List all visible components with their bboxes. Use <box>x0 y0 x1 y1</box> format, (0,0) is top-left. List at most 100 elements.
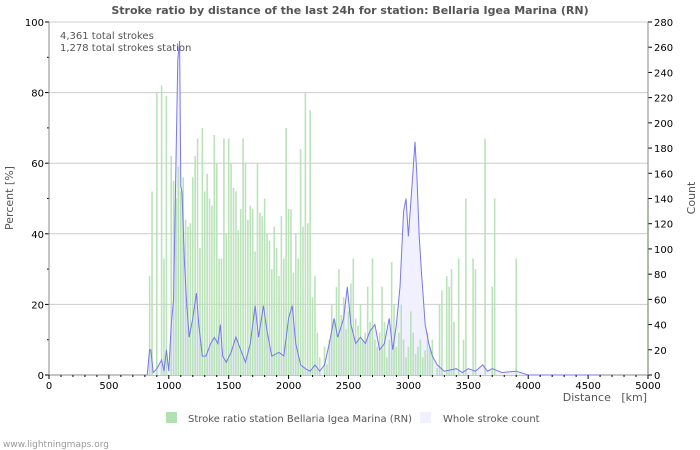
ratio-bar <box>402 339 405 375</box>
y2-tick-label: 80 <box>654 270 667 281</box>
ratio-bar <box>304 92 307 375</box>
x-tick-label: 2500 <box>336 381 361 392</box>
ratio-bar <box>211 205 213 375</box>
ratio-bar <box>182 177 184 375</box>
ratio-bar <box>326 364 328 375</box>
ratio-bar <box>290 209 292 375</box>
ratio-bar <box>203 191 206 375</box>
ratio-bar <box>227 138 230 375</box>
y2-axis-label: Count <box>685 181 698 214</box>
ratio-bar <box>448 286 450 375</box>
ratio-bar <box>474 269 477 375</box>
ratio-bar <box>431 339 434 375</box>
ratio-bar <box>338 269 340 375</box>
y-tick-label: 80 <box>31 89 44 100</box>
ratio-bar <box>225 233 228 375</box>
ratio-bar <box>309 110 311 375</box>
ratio-bar <box>383 322 386 375</box>
x-tick-label: 0 <box>46 381 52 392</box>
ratio-bar <box>156 92 158 375</box>
ratio-bar <box>445 276 448 375</box>
ratio-bar <box>177 166 180 375</box>
ratio-bar <box>407 346 410 375</box>
ratio-bar <box>314 276 316 375</box>
ratio-bar <box>386 357 388 375</box>
ratio-bar <box>218 258 220 375</box>
ratio-bar <box>235 191 237 375</box>
legend-swatch-count <box>420 412 431 423</box>
ratio-bar <box>400 304 403 375</box>
legend-label-count: Whole stroke count <box>443 414 540 425</box>
y-tick-label: 40 <box>31 230 44 241</box>
ratio-bar <box>160 85 163 375</box>
ratio-bar <box>280 216 283 375</box>
ratio-bar <box>256 163 259 375</box>
ratio-bar <box>354 318 357 375</box>
y2-tick-label: 60 <box>654 295 667 306</box>
ratio-bar <box>515 258 518 375</box>
ratio-bar <box>362 339 364 375</box>
y2-tick-label: 160 <box>654 169 673 180</box>
ratio-bar <box>472 258 474 375</box>
y2-tick-label: 280 <box>654 18 673 29</box>
ratio-bar <box>352 258 355 375</box>
ratio-bar <box>275 247 278 375</box>
ratio-bar <box>441 290 443 375</box>
ratio-bar <box>484 138 486 375</box>
footer-link[interactable]: www.lightningmaps.org <box>3 440 109 450</box>
y2-tick-label: 140 <box>654 195 673 206</box>
ratio-bar <box>493 198 496 375</box>
ratio-bar <box>421 357 424 375</box>
ratio-bar <box>350 283 352 375</box>
ratio-bar <box>285 127 288 376</box>
ratio-bar <box>199 247 201 375</box>
ratio-bar <box>333 322 335 375</box>
annotation-station-strokes: 1,278 total strokes station <box>60 43 191 54</box>
legend-label-ratio: Stroke ratio station Bellaria Igea Marin… <box>188 414 412 425</box>
ratio-bar <box>163 258 165 375</box>
y-tick-label: 100 <box>25 18 44 29</box>
ratio-bar <box>414 353 417 375</box>
ratio-bar <box>328 339 331 375</box>
ratio-bar <box>232 187 235 375</box>
ratio-bar <box>429 346 431 375</box>
ratio-bar <box>378 332 381 375</box>
ratio-bar <box>196 138 199 375</box>
ratio-bar <box>395 346 398 375</box>
ratio-bar <box>342 297 345 375</box>
ratio-bar <box>374 339 376 375</box>
y2-tick-label: 220 <box>654 94 673 105</box>
ratio-bar <box>292 272 295 375</box>
ratio-bar <box>268 240 271 375</box>
ratio-bar <box>453 322 455 375</box>
y2-tick-label: 200 <box>654 119 673 130</box>
ratio-bar <box>165 96 168 375</box>
ratio-bar <box>215 163 218 375</box>
ratio-bar <box>278 276 280 375</box>
ratio-bar <box>381 286 383 375</box>
ratio-bar <box>405 357 407 375</box>
count-area <box>147 40 601 376</box>
ratio-bar <box>450 269 453 375</box>
ratio-bar <box>359 304 362 375</box>
x-tick-label: 4000 <box>515 381 540 392</box>
ratio-bar <box>340 314 343 375</box>
y2-tick-label: 260 <box>654 43 673 54</box>
ratio-bar <box>184 219 187 375</box>
y2-tick-label: 20 <box>654 346 667 357</box>
x-tick-label: 1000 <box>156 381 181 392</box>
ratio-bar <box>316 332 319 375</box>
ratio-bar <box>230 163 232 375</box>
y-tick-label: 20 <box>31 300 44 311</box>
y-tick-label: 60 <box>31 159 44 170</box>
ratio-bar <box>201 127 204 376</box>
ratio-bar <box>491 286 494 375</box>
x-tick-label: 500 <box>99 381 118 392</box>
ratio-bar <box>247 219 249 375</box>
ratio-bar <box>194 156 196 375</box>
ratio-bar <box>294 233 297 375</box>
y2-tick-label: 0 <box>654 371 660 382</box>
count-line <box>146 40 601 376</box>
ratio-bar <box>179 191 182 375</box>
ratio-bar <box>388 339 391 375</box>
